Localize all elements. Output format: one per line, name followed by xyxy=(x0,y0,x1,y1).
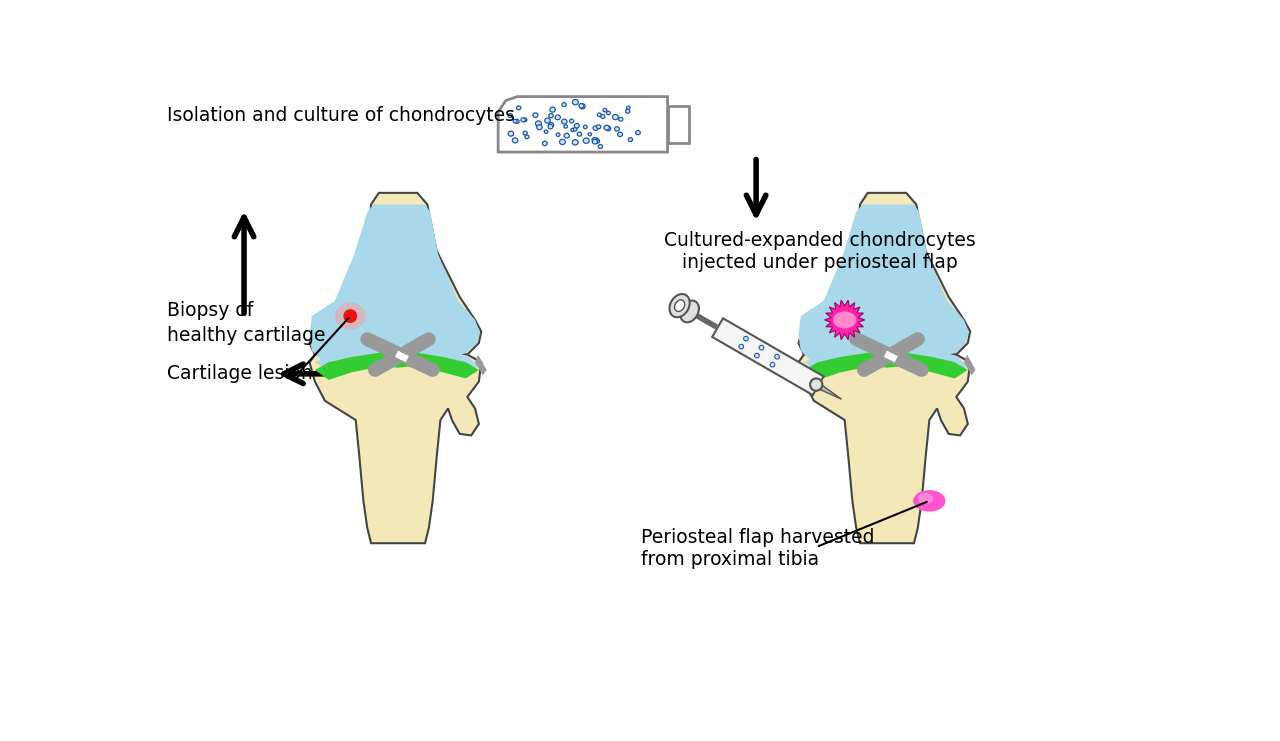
Ellipse shape xyxy=(593,126,598,130)
Ellipse shape xyxy=(593,139,598,144)
Ellipse shape xyxy=(524,131,527,135)
Text: Cartilage lesion: Cartilage lesion xyxy=(168,365,312,383)
Polygon shape xyxy=(310,205,480,365)
Ellipse shape xyxy=(626,110,630,113)
Ellipse shape xyxy=(335,302,366,330)
Ellipse shape xyxy=(571,128,575,132)
Ellipse shape xyxy=(613,114,618,120)
Ellipse shape xyxy=(600,114,605,119)
Ellipse shape xyxy=(913,490,946,511)
Polygon shape xyxy=(310,193,481,365)
Ellipse shape xyxy=(536,124,543,130)
Text: Cultured-expanded chondrocytes
injected under periosteal flap: Cultured-expanded chondrocytes injected … xyxy=(664,231,975,273)
Ellipse shape xyxy=(744,336,749,341)
Ellipse shape xyxy=(598,144,603,148)
Ellipse shape xyxy=(626,106,630,110)
Ellipse shape xyxy=(513,119,517,123)
Ellipse shape xyxy=(607,111,611,115)
Ellipse shape xyxy=(628,138,632,142)
Polygon shape xyxy=(799,205,969,365)
Ellipse shape xyxy=(614,127,620,131)
Polygon shape xyxy=(804,352,968,380)
Polygon shape xyxy=(820,385,841,399)
Ellipse shape xyxy=(675,300,685,311)
Ellipse shape xyxy=(603,108,607,112)
Ellipse shape xyxy=(584,138,589,143)
Ellipse shape xyxy=(508,131,513,136)
Polygon shape xyxy=(712,319,823,395)
Ellipse shape xyxy=(833,311,856,328)
Polygon shape xyxy=(804,348,968,372)
Ellipse shape xyxy=(548,124,553,129)
Ellipse shape xyxy=(524,118,527,122)
Ellipse shape xyxy=(549,113,553,118)
Ellipse shape xyxy=(774,354,780,359)
Ellipse shape xyxy=(515,119,520,124)
Polygon shape xyxy=(310,347,481,543)
Polygon shape xyxy=(315,348,479,372)
Ellipse shape xyxy=(521,118,525,122)
Ellipse shape xyxy=(754,353,759,358)
Ellipse shape xyxy=(605,126,611,131)
Ellipse shape xyxy=(508,113,512,118)
Ellipse shape xyxy=(556,115,561,120)
Text: Isolation and culture of chondrocytes: Isolation and culture of chondrocytes xyxy=(168,106,515,125)
Ellipse shape xyxy=(618,117,623,121)
Ellipse shape xyxy=(343,309,357,323)
Ellipse shape xyxy=(559,139,566,144)
Text: Biopsy of
healthy cartilage: Biopsy of healthy cartilage xyxy=(168,301,325,345)
Ellipse shape xyxy=(593,138,596,142)
Ellipse shape xyxy=(577,132,581,136)
Ellipse shape xyxy=(544,130,548,133)
Ellipse shape xyxy=(594,138,598,142)
Ellipse shape xyxy=(771,362,774,367)
Ellipse shape xyxy=(636,130,640,135)
Ellipse shape xyxy=(580,104,585,109)
Ellipse shape xyxy=(562,119,567,124)
Ellipse shape xyxy=(557,133,559,136)
Ellipse shape xyxy=(918,494,933,504)
Ellipse shape xyxy=(575,124,580,128)
Ellipse shape xyxy=(562,103,566,107)
Ellipse shape xyxy=(517,106,521,110)
Ellipse shape xyxy=(545,118,550,123)
Ellipse shape xyxy=(525,135,529,139)
Ellipse shape xyxy=(598,113,602,116)
Ellipse shape xyxy=(564,133,570,138)
Polygon shape xyxy=(799,347,970,543)
Ellipse shape xyxy=(680,301,699,322)
Ellipse shape xyxy=(532,113,538,117)
Ellipse shape xyxy=(810,379,822,391)
Text: Periosteal flap harvested
from proximal tibia: Periosteal flap harvested from proximal … xyxy=(640,528,874,569)
Ellipse shape xyxy=(549,122,554,127)
Ellipse shape xyxy=(595,139,599,143)
Ellipse shape xyxy=(588,133,591,136)
Ellipse shape xyxy=(579,104,584,108)
Ellipse shape xyxy=(573,127,577,131)
Ellipse shape xyxy=(759,345,764,350)
Ellipse shape xyxy=(543,142,547,146)
Ellipse shape xyxy=(572,99,579,104)
Ellipse shape xyxy=(564,124,567,128)
Polygon shape xyxy=(668,106,689,143)
Ellipse shape xyxy=(618,132,622,136)
Ellipse shape xyxy=(570,119,573,123)
Ellipse shape xyxy=(535,121,541,126)
Ellipse shape xyxy=(572,139,579,145)
Ellipse shape xyxy=(584,125,588,129)
Ellipse shape xyxy=(512,138,518,143)
Polygon shape xyxy=(498,96,668,152)
Polygon shape xyxy=(475,355,486,376)
Polygon shape xyxy=(824,300,865,339)
Ellipse shape xyxy=(604,125,609,130)
Polygon shape xyxy=(315,352,479,380)
Ellipse shape xyxy=(669,294,690,317)
Polygon shape xyxy=(799,193,970,365)
Ellipse shape xyxy=(596,124,600,129)
Polygon shape xyxy=(964,355,975,376)
Ellipse shape xyxy=(739,345,744,349)
Ellipse shape xyxy=(550,107,556,112)
